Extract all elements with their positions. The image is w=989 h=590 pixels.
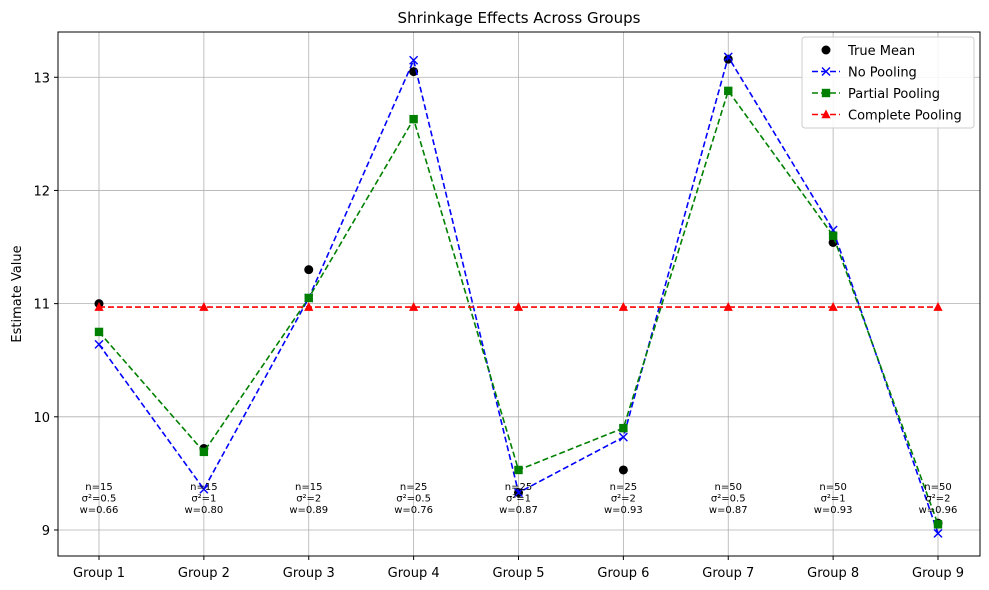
annotation-line: w=0.87 (709, 505, 748, 516)
legend-marker (821, 45, 831, 55)
true-mean-point (304, 265, 314, 275)
legend-label: No Pooling (848, 66, 917, 81)
complete-pooling-point (513, 302, 524, 311)
x-tick-label: Group 1 (73, 566, 125, 581)
y-tick-label: 10 (33, 411, 50, 426)
complete-pooling-point (409, 302, 419, 311)
group-annotation: n=50 σ²=2 w=0.96 (919, 482, 958, 516)
complete-pooling-point (304, 302, 314, 311)
chart-title: Shrinkage Effects Across Groups (398, 9, 641, 27)
group-annotation: n=25 σ²=0.5 w=0.76 (394, 482, 433, 516)
annotation-line: σ²=2 (296, 493, 321, 504)
legend-item-true-mean: True Mean (821, 44, 915, 59)
annotation-line: n=25 (400, 482, 427, 493)
complete-pooling-point (94, 302, 104, 311)
legend-marker (821, 109, 831, 119)
legend-item-no-pooling: No Pooling (812, 66, 917, 81)
partial-pooling-point (409, 114, 418, 124)
annotation-line: w=0.76 (394, 505, 433, 516)
no-pooling-point (514, 488, 523, 498)
no-pooling-point (94, 339, 104, 349)
annotation-line: w=0.93 (814, 505, 853, 516)
annotation-line: σ²=0.5 (82, 493, 117, 504)
group-annotation: n=50 σ²=1 w=0.93 (814, 482, 853, 516)
annotation-line: w=0.87 (499, 505, 538, 516)
annotation-line: n=50 (715, 482, 742, 493)
y-tick-label: 12 (33, 184, 50, 199)
annotation-line: n=15 (190, 482, 217, 493)
x-tick-label: Group 7 (702, 566, 754, 581)
no-pooling-point (199, 484, 209, 494)
y-tick-label: 11 (33, 298, 50, 313)
series-complete-pooling (94, 302, 943, 311)
partial-pooling-point (933, 520, 943, 529)
true-mean-point (618, 465, 628, 475)
legend-label: Partial Pooling (848, 87, 940, 102)
x-tick-label: Group 6 (597, 566, 649, 581)
group-annotation: n=15 σ²=2 w=0.89 (289, 482, 328, 516)
annotation-line: n=50 (819, 482, 846, 493)
group-annotation: n=25 σ²=2 w=0.93 (604, 482, 643, 516)
legend-item-complete-pooling: Complete Pooling (812, 109, 962, 124)
annotation-line: w=0.80 (184, 505, 223, 516)
annotation-line: n=15 (295, 482, 322, 493)
complete-pooling-point (618, 302, 628, 311)
annotation-line: σ²=2 (611, 493, 636, 504)
annotation-line: w=0.96 (919, 505, 958, 516)
annotation-line: σ²=0.5 (396, 493, 431, 504)
x-tick-label: Group 8 (807, 566, 859, 581)
partial-pooling-point (304, 293, 313, 303)
annotation-line: w=0.66 (80, 505, 119, 516)
annotation-line: n=25 (610, 482, 637, 493)
partial-pooling-point (828, 231, 838, 240)
group-annotation: n=15 σ²=1 w=0.80 (184, 482, 223, 516)
legend-label: Complete Pooling (848, 109, 962, 124)
partial-pooling-point (199, 447, 209, 457)
partial-pooling-point (619, 423, 628, 433)
legend-box (801, 36, 975, 129)
legend-marker (821, 67, 831, 76)
annotation-line: σ²=2 (925, 493, 950, 504)
group-annotation: n=50 σ²=0.5 w=0.87 (709, 482, 748, 516)
series-partial-pooling (94, 86, 943, 529)
legend-item-partial-pooling: Partial Pooling (812, 87, 940, 102)
complete-pooling-point (828, 302, 838, 311)
annotation-line: n=25 (505, 482, 532, 493)
x-tick-label: Group 2 (178, 566, 230, 581)
complete-pooling-point (933, 302, 943, 311)
y-tick-label: 13 (33, 71, 50, 86)
annotation-line: σ²=1 (821, 493, 846, 504)
no-pooling-point (723, 52, 733, 62)
annotation-line: σ²=1 (191, 493, 216, 504)
x-tick-label: Group 9 (912, 566, 964, 581)
annotation-line: σ²=0.5 (711, 493, 746, 504)
annotation-line: n=50 (924, 482, 951, 493)
axis-ticks: Group 1 Group 2 Group 3 Group 4 Group 5 Group… (33, 71, 964, 581)
series-layer (94, 52, 943, 538)
partial-pooling-point (514, 465, 523, 475)
legend-label: True Mean (847, 44, 915, 59)
x-tick-label: Group 5 (493, 566, 545, 581)
x-tick-label: Group 3 (283, 566, 335, 581)
annotation-line: n=15 (85, 482, 112, 493)
annotation-line: w=0.93 (604, 505, 643, 516)
partial-pooling-point (94, 327, 104, 337)
x-tick-label: Group 4 (388, 566, 440, 581)
group-annotation: n=15 σ²=0.5 w=0.66 (80, 482, 119, 516)
y-axis-label: Estimate Value (10, 245, 25, 342)
group-annotation: n=25 σ²=1 w=0.87 (499, 482, 538, 516)
y-tick-label: 9 (42, 524, 50, 539)
annotations: n=15 σ²=0.5 w=0.66n=15 σ²=1 w=0.80n=15 σ²=2 w=… (80, 482, 958, 516)
no-pooling-point (409, 55, 419, 65)
complete-pooling-point (723, 302, 733, 311)
annotation-line: w=0.89 (289, 505, 328, 516)
partial-pooling-point (724, 86, 733, 96)
legend-marker (821, 88, 831, 98)
complete-pooling-point (199, 302, 209, 311)
no-pooling-point (618, 432, 628, 442)
annotation-line: σ²=1 (506, 493, 531, 504)
legend: True Mean No Pooling Partial Pooling Comple… (801, 36, 975, 129)
no-pooling-point (933, 528, 943, 538)
